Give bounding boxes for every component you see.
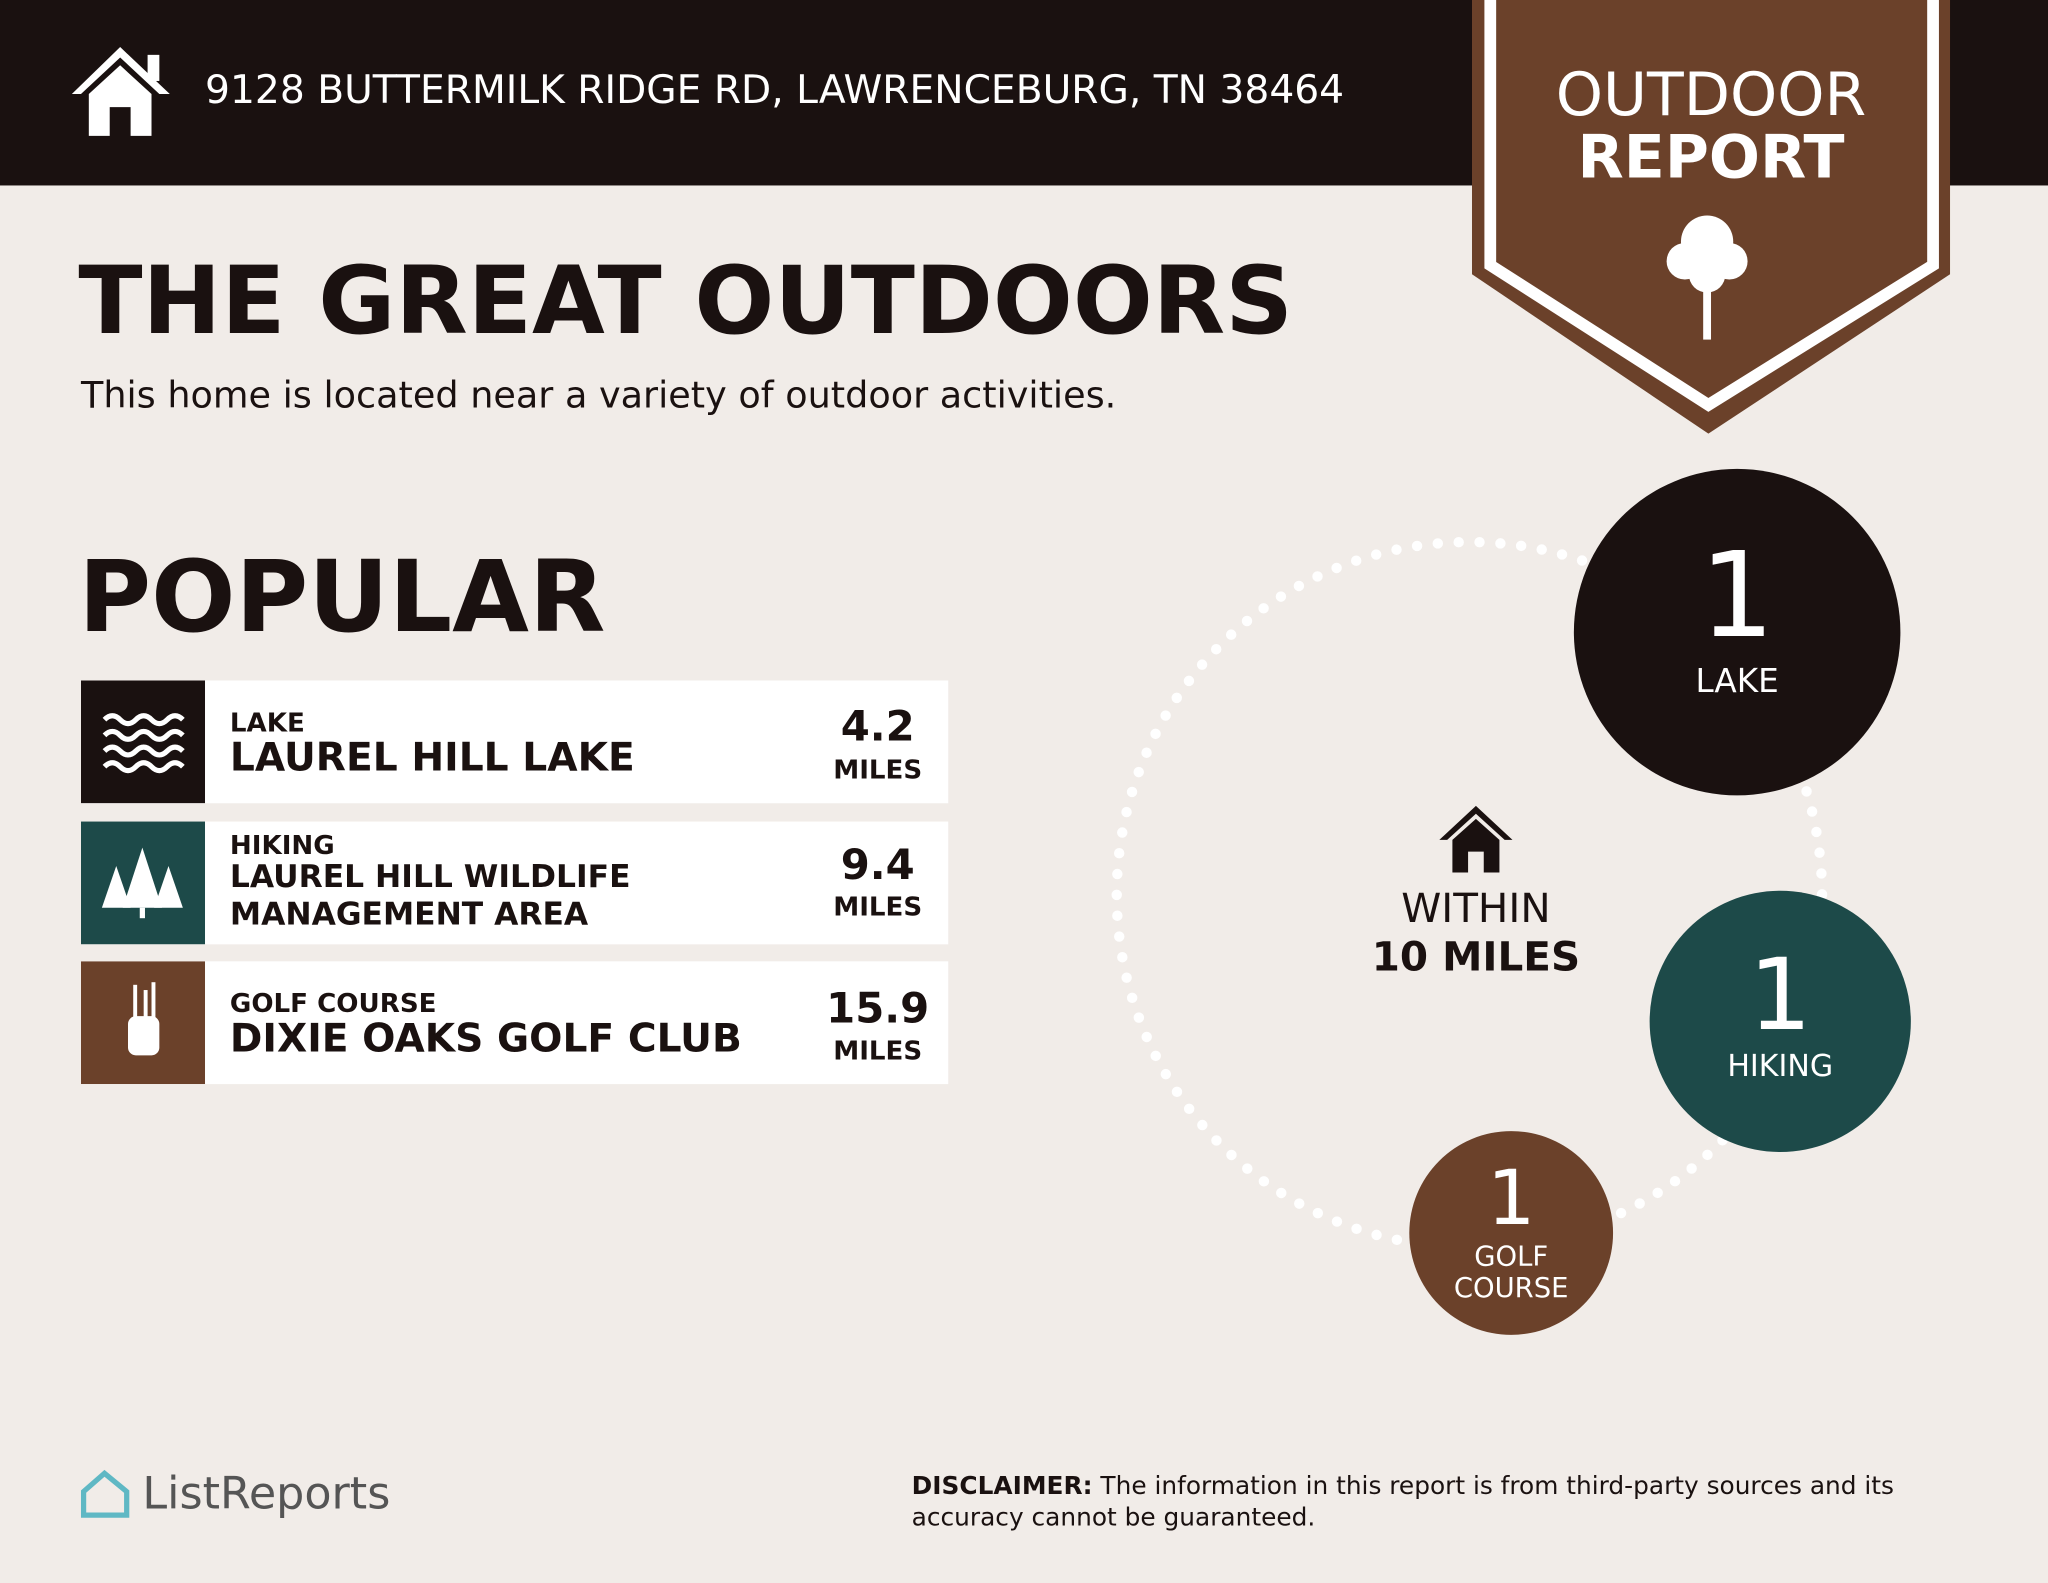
count: 1	[1699, 527, 1775, 665]
distance: 9.4	[840, 839, 915, 890]
hiking-circle	[1649, 890, 1911, 1152]
distance-unit: MILES	[833, 890, 923, 923]
count: 1	[1487, 1153, 1536, 1243]
distance: 15.9	[826, 983, 930, 1034]
count-label: LAKE	[1695, 662, 1779, 701]
golf-circle	[1409, 1131, 1614, 1335]
count-label: HIKING	[1727, 1050, 1834, 1085]
golf-count: 1 GOLF COURSE	[1409, 1131, 1613, 1335]
disclaimer: DISCLAIMER: The information in this repo…	[912, 1471, 1970, 1534]
home-icon	[71, 47, 170, 136]
badge-bottom: REPORT	[1577, 121, 1845, 192]
address: 9128 BUTTERMILK RIDGE RD, LAWRENCEBURG, …	[205, 67, 1345, 114]
distance: 4.2	[840, 701, 915, 752]
radius: 10 MILES	[1371, 933, 1581, 981]
hiking-icon	[80, 821, 206, 945]
title: THE GREAT OUTDOORS	[78, 245, 1293, 356]
lake-icon	[80, 680, 206, 804]
activity-row: HIKING LAUREL HILL WILDLIFE MANAGEMENT A…	[80, 821, 949, 945]
count-label: GOLF COURSE	[1453, 1240, 1569, 1304]
subtitle: This home is located near a variety of o…	[80, 373, 1117, 417]
category: LAKE	[229, 706, 305, 738]
badge-border	[1484, 0, 1939, 412]
place-name: LAUREL HILL LAKE	[229, 735, 635, 782]
distance-unit: MILES	[833, 1034, 923, 1066]
category: HIKING	[229, 829, 335, 861]
within: WITHIN	[1401, 885, 1551, 933]
within-label: WITHIN 10 MILES	[1345, 886, 1606, 983]
activity-row: LAKE LAUREL HILL LAKE 4.2 MILES	[80, 680, 949, 804]
count: 1	[1748, 936, 1812, 1053]
popular-heading: POPULAR	[78, 538, 606, 655]
hiking-count: 1 HIKING	[1650, 891, 1911, 1152]
tree-icon	[1666, 215, 1748, 340]
center-home-icon	[1439, 805, 1513, 873]
lake-count: 1 LAKE	[1574, 469, 1901, 796]
distance-unit: MILES	[833, 753, 923, 785]
activity-row: GOLF COURSE DIXIE OAKS GOLF CLUB 15.9 MI…	[80, 961, 949, 1085]
brand-logo	[80, 1469, 130, 1518]
lake-circle	[1573, 468, 1901, 796]
place-name: DIXIE OAKS GOLF CLUB	[229, 1016, 742, 1062]
badge-title: OUTDOOR REPORT	[1472, 63, 1950, 188]
disclaimer-label: DISCLAIMER:	[911, 1471, 1093, 1501]
golf-icon	[80, 961, 206, 1085]
category: GOLF COURSE	[229, 987, 437, 1019]
place-name: LAUREL HILL WILDLIFE MANAGEMENT AREA	[229, 858, 631, 933]
badge-top: OUTDOOR	[1555, 58, 1867, 130]
disclaimer-text: The information in this report is from t…	[911, 1471, 1894, 1533]
brand: ListReports	[142, 1468, 391, 1521]
radius-ring	[1111, 536, 1828, 1253]
